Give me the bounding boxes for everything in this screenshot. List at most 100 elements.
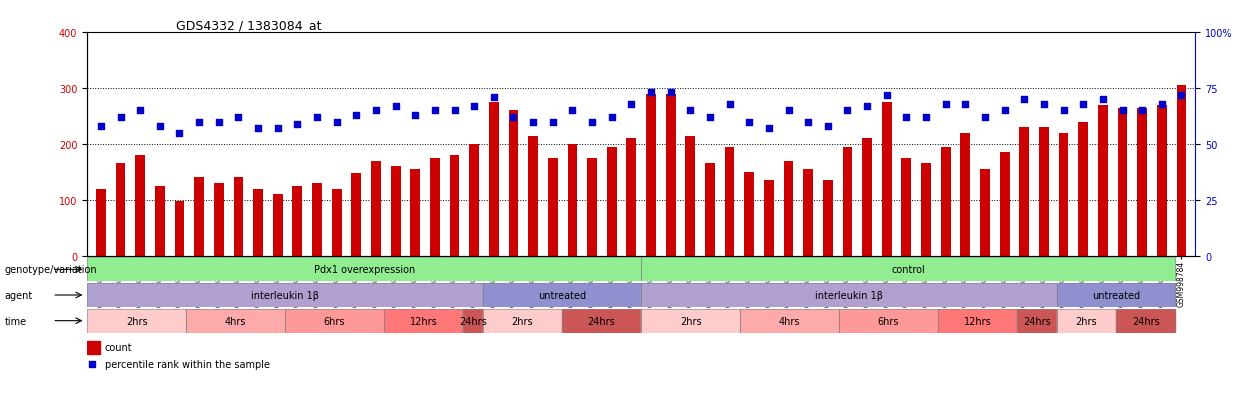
Bar: [174, 202, 184, 256]
Point: [543, 119, 563, 126]
Point: [975, 114, 995, 121]
Point: [1073, 101, 1093, 108]
Point: [995, 108, 1015, 114]
Point: [91, 123, 111, 130]
Point: [444, 108, 464, 114]
Point: [759, 126, 779, 132]
Point: [798, 119, 818, 126]
Bar: [641, 258, 1175, 282]
Point: [1172, 92, 1191, 99]
Bar: [921, 164, 931, 256]
Bar: [483, 309, 561, 333]
Text: genotype/variation: genotype/variation: [5, 265, 97, 275]
Point: [484, 95, 504, 101]
Text: interleukin 1β: interleukin 1β: [815, 290, 883, 300]
Bar: [87, 283, 483, 307]
Bar: [1177, 86, 1186, 256]
Bar: [411, 170, 420, 256]
Bar: [214, 183, 224, 256]
Text: 24hrs: 24hrs: [459, 316, 487, 326]
Point: [386, 103, 406, 110]
Text: interleukin 1β: interleukin 1β: [251, 290, 319, 300]
Bar: [430, 159, 439, 256]
Point: [209, 119, 229, 126]
Text: time: time: [5, 316, 26, 326]
Bar: [823, 181, 833, 256]
Bar: [686, 136, 695, 256]
Bar: [234, 178, 243, 256]
Bar: [351, 173, 361, 256]
Point: [111, 114, 131, 121]
Bar: [705, 164, 715, 256]
Point: [936, 101, 956, 108]
Bar: [96, 189, 106, 256]
Point: [503, 114, 523, 121]
Text: 24hrs: 24hrs: [1132, 316, 1159, 326]
Text: control: control: [891, 265, 925, 275]
Bar: [463, 309, 483, 333]
Bar: [371, 161, 381, 256]
Point: [346, 112, 366, 119]
Point: [189, 119, 209, 126]
Point: [700, 114, 720, 121]
Point: [601, 114, 621, 121]
Bar: [839, 309, 937, 333]
Text: 2hrs: 2hrs: [680, 316, 701, 326]
Bar: [1057, 309, 1116, 333]
Bar: [285, 309, 383, 333]
Point: [740, 119, 759, 126]
Bar: [803, 170, 813, 256]
Text: 12hrs: 12hrs: [410, 316, 437, 326]
Bar: [194, 178, 204, 256]
Bar: [666, 95, 676, 256]
Text: 2hrs: 2hrs: [512, 316, 533, 326]
Text: 6hrs: 6hrs: [324, 316, 345, 326]
Bar: [116, 164, 126, 256]
Point: [248, 126, 268, 132]
Point: [1033, 101, 1053, 108]
Text: 6hrs: 6hrs: [878, 316, 899, 326]
Text: Pdx1 overexpression: Pdx1 overexpression: [314, 265, 415, 275]
Bar: [312, 183, 322, 256]
Bar: [489, 103, 499, 256]
Bar: [1058, 133, 1068, 256]
Bar: [87, 258, 641, 282]
Bar: [508, 111, 518, 256]
Text: untreated: untreated: [1092, 290, 1140, 300]
Point: [326, 119, 346, 126]
Bar: [1078, 122, 1088, 256]
Point: [464, 103, 484, 110]
Bar: [745, 173, 754, 256]
Bar: [740, 309, 839, 333]
Point: [916, 114, 936, 121]
Point: [876, 92, 896, 99]
Bar: [641, 283, 1057, 307]
Point: [366, 108, 386, 114]
Point: [720, 101, 740, 108]
Point: [896, 114, 916, 121]
Text: 2hrs: 2hrs: [1076, 316, 1097, 326]
Point: [308, 114, 327, 121]
Point: [268, 126, 288, 132]
Point: [1152, 101, 1172, 108]
Bar: [646, 95, 656, 256]
Bar: [626, 139, 636, 256]
Point: [563, 108, 583, 114]
Bar: [1020, 128, 1030, 256]
Text: percentile rank within the sample: percentile rank within the sample: [105, 359, 270, 369]
Bar: [483, 283, 641, 307]
Text: 12hrs: 12hrs: [964, 316, 991, 326]
Bar: [273, 195, 283, 256]
Bar: [980, 170, 990, 256]
Point: [169, 130, 189, 137]
Point: [406, 112, 426, 119]
Bar: [136, 156, 146, 256]
Point: [149, 123, 169, 130]
Text: 24hrs: 24hrs: [1023, 316, 1051, 326]
Point: [1053, 108, 1073, 114]
Bar: [548, 159, 558, 256]
Bar: [1057, 283, 1175, 307]
Point: [229, 114, 249, 121]
Bar: [293, 186, 303, 256]
Point: [1132, 108, 1152, 114]
